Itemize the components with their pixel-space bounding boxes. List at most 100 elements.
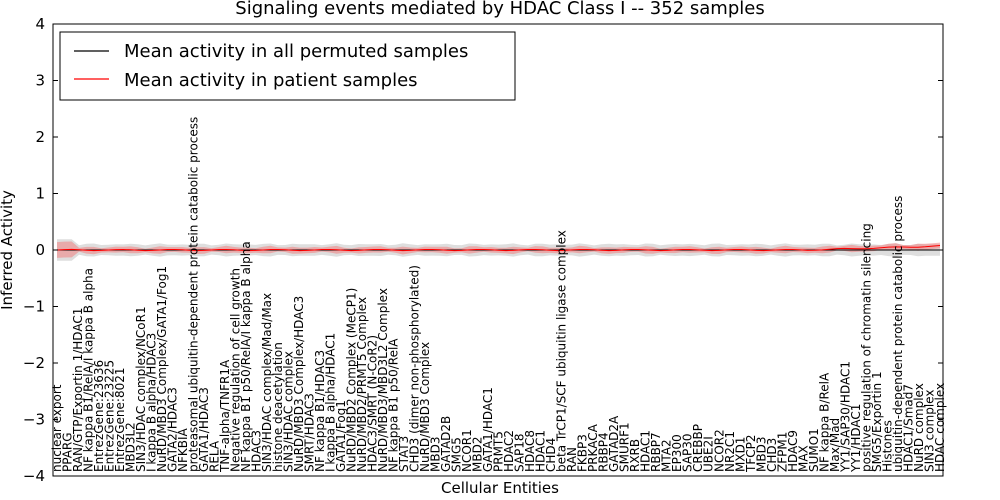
x-tick-label: RBBP4 [597, 432, 611, 472]
x-tick-label: ZFPM1 [775, 432, 789, 472]
x-tick-label: YY1/SAP30/HDAC1 [838, 361, 852, 473]
x-tick-label: SMURF1 [618, 422, 632, 472]
x-tick-label: I kappa B alpha/HDAC1 [323, 333, 337, 472]
y-tick-label: 4 [35, 15, 45, 33]
x-tick-label: FKBP3 [576, 434, 590, 472]
x-tick-label: GATAD2B [439, 416, 453, 472]
x-axis-label: Cellular Entities [441, 479, 559, 497]
x-tick-label: PRMT5 [492, 431, 506, 472]
x-tick-label: HDAC1 [639, 430, 653, 472]
x-tick-label: MXD1 [733, 437, 747, 472]
y-tick-label: 0 [35, 241, 45, 259]
x-tick-label: NCOR1 [460, 429, 474, 472]
x-tick-label: PPARG [61, 432, 75, 472]
x-tick-label: PRKACA [586, 423, 600, 472]
y-tick-label: 2 [35, 128, 45, 146]
x-tick-label: TFCP2 [744, 435, 758, 473]
x-tick-label: HDAC1 [534, 430, 548, 472]
x-tick-label: Negative regulation of cell growth [229, 268, 243, 472]
x-tick-label: Histones [880, 420, 894, 472]
x-tick-label: HDAC9 [786, 430, 800, 472]
y-tick-label: 1 [35, 185, 45, 203]
y-tick-label: −2 [23, 354, 45, 372]
x-tick-label: GATA1/Fog1 [334, 400, 348, 472]
x-tick-label: RAN [565, 447, 579, 472]
y-tick-label: 3 [35, 72, 45, 90]
x-tick-label: RELA [208, 440, 222, 472]
x-tick-label: YY1/HDAC1 [849, 404, 863, 473]
x-tick-label: NuRD/MBD2/PRMT5 Complex [355, 297, 369, 472]
x-tick-label: NuRD/MBD3/MBD3L2 Complex [376, 288, 390, 472]
x-tick-label: NuRD/MBD3 Complex/GATA1/Fog1 [155, 266, 169, 472]
x-tick-label: HDAC complex [933, 383, 947, 472]
x-tick-label: SMG5 [449, 437, 463, 472]
x-tick-label: NF kappa B/RelA [817, 372, 831, 472]
x-tick-label: HDAC8 [523, 430, 537, 472]
x-tick-label: NFKBIA [176, 427, 190, 472]
x-tick-label: HDAC3 [250, 430, 264, 472]
plot-area [53, 239, 943, 261]
x-tick-label: MBD2 [470, 437, 484, 472]
x-tick-label: NR2C1 [723, 431, 737, 472]
x-tick-label: EntrezGene:23225 [103, 360, 117, 472]
y-axis: 4 3 2 1 0 −1 −2 −3 −4 [23, 15, 943, 485]
x-tick-label: CHD4 [544, 438, 558, 472]
x-tick-label: EntrezGene:23636 [92, 360, 106, 472]
x-tick-label: histone deacetylation [271, 342, 285, 472]
x-tick-label: RAN/GTP/Exportin 1/HDAC1 [71, 308, 85, 472]
x-tick-label: SAP30 [681, 433, 695, 472]
x-tick-label: MAX [796, 445, 810, 472]
x-tick-label: EntrezGene:8021 [113, 368, 127, 473]
x-tick-label: MTA2 [660, 439, 674, 472]
legend-label-patient: Mean activity in patient samples [124, 70, 418, 91]
x-tick-label: TNF-alpha/TNFR1A [218, 359, 232, 473]
x-tick-label: SUMO1 [807, 428, 821, 472]
x-tick-label: RXRB [628, 439, 642, 472]
legend-label-permuted: Mean activity in all permuted samples [124, 41, 468, 62]
x-tick-label: MBD3 [754, 437, 768, 472]
x-tick-label: proteasomal ubiquitin-dependent protein … [187, 117, 201, 472]
x-tick-label: NuRD/MBD3 Complex/HDAC3 [292, 296, 306, 472]
x-tick-label: SMRT/HDAC3 [302, 393, 316, 472]
y-tick-label: −4 [23, 467, 45, 485]
x-tick-label: SIN3/HDAC complex [281, 351, 295, 472]
y-tick-label: −1 [23, 298, 45, 316]
x-tick-label: NuRD/MBD3 Complex [418, 342, 432, 472]
x-tick-label: NF kappa B1/HDAC3 [313, 350, 327, 472]
x-tick-label: HDAC2 [502, 430, 516, 472]
x-tick-label: EP300 [670, 434, 684, 472]
x-tick-label: NF kappa B1/RelA/I kappa B alpha [82, 268, 96, 472]
x-tick-label: HDAC3/SMRT (N-CoR2) [365, 335, 379, 472]
x-tick-label: GATA2/HDAC3 [166, 387, 180, 472]
x-tick-label: STAT3 [397, 436, 411, 472]
legend: Mean activity in all permuted samples Me… [59, 31, 516, 101]
chart-title: Signaling events mediated by HDAC Class … [235, 0, 764, 19]
x-tick-label: NuRD/MBD2 Complex (MeCP1) [344, 288, 358, 472]
x-tick-label: CREBBP [691, 424, 705, 472]
y-tick-label: −3 [23, 411, 45, 429]
series-line-patient [56, 245, 941, 252]
legend-box [59, 31, 516, 101]
x-tick-label: MBD3 [428, 437, 442, 472]
x-tick-label: positive regulation of chromatin silenci… [859, 223, 873, 472]
x-tick-label: CHD3 (dimer non-phosphorylated) [407, 265, 421, 472]
x-tick-label: GATAD2A [607, 415, 621, 472]
x-tick-label: RBBP7 [649, 432, 663, 472]
x-tick-label: NuRD complex [912, 383, 926, 472]
x-tick-label: CHD3 [765, 438, 779, 472]
x-tick-label: GATA1/HDAC1 [481, 387, 495, 472]
x-tick-label: SMG5/Exportin 1 [870, 371, 884, 472]
x-tick-label: HDAC1/Smad7 [901, 384, 915, 472]
x-tick-label: GATA1/HDAC3 [197, 387, 211, 472]
x-tick-label: nuclear export [50, 384, 64, 472]
x-tick-label: SIN3/HDAC complex/Mad/Max [260, 293, 274, 472]
x-tick-label: SAP18 [513, 433, 527, 472]
y-axis-label: Inferred Activity [0, 190, 16, 310]
x-tick-label: I kappa B alpha/HDAC3 [145, 333, 159, 472]
x-tick-label: NF kappa B1 p50/RelA/I kappa B alpha [239, 241, 253, 472]
x-tick-label: SIN3/HDAC complex/NCoR1 [134, 306, 148, 472]
x-tick-label: MBD3L2 [124, 422, 138, 472]
x-tick-label: NCOR2 [712, 429, 726, 472]
